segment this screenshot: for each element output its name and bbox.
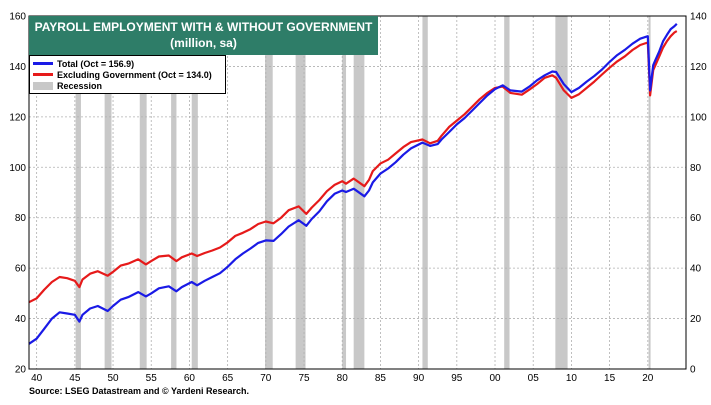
x-tick-label: 15 bbox=[604, 373, 616, 384]
series-line-total bbox=[28, 23, 678, 345]
x-tick-label: 20 bbox=[642, 373, 654, 384]
x-tick-label: 10 bbox=[566, 373, 578, 384]
recession-band-9 bbox=[422, 16, 428, 369]
y-tick-label-right: 100 bbox=[690, 112, 707, 123]
x-tick-label: 80 bbox=[337, 373, 349, 384]
legend-swatch-recession bbox=[33, 81, 53, 90]
recession-band-7 bbox=[342, 16, 347, 369]
x-tick-label: 00 bbox=[489, 373, 501, 384]
y-tick-label-left: 20 bbox=[15, 365, 27, 376]
legend-swatch-excluding bbox=[33, 73, 53, 76]
grid-lines bbox=[29, 16, 686, 369]
y-tick-label-right: 60 bbox=[690, 213, 702, 224]
x-tick-label: 55 bbox=[146, 373, 158, 384]
x-tick-label: 45 bbox=[69, 373, 81, 384]
recession-band-3 bbox=[171, 16, 177, 369]
x-tick-label: 05 bbox=[528, 373, 540, 384]
legend-item-recession: Recession bbox=[33, 80, 222, 91]
x-tick-label: 85 bbox=[375, 373, 387, 384]
x-tick-label: 95 bbox=[451, 373, 463, 384]
y-tick-label-right: 80 bbox=[690, 163, 702, 174]
y-tick-label-left: 40 bbox=[15, 314, 27, 325]
y-tick-label-left: 140 bbox=[9, 62, 26, 73]
x-tick-label: 75 bbox=[298, 373, 310, 384]
y-tick-label-right: 40 bbox=[690, 264, 702, 275]
axis-ticks: 20 40 60 80 100 120 140 160 0 20 40 60 80 100 120 140 40… bbox=[9, 12, 707, 385]
legend-swatch-total bbox=[33, 62, 53, 65]
legend-label-excluding: Excluding Government (Oct = 134.0) bbox=[57, 69, 212, 80]
y-tick-label-right: 120 bbox=[690, 62, 707, 73]
x-tick-label: 50 bbox=[107, 373, 119, 384]
recession-band-6 bbox=[295, 16, 306, 369]
x-tick-label: 40 bbox=[31, 373, 43, 384]
recession-band-1 bbox=[104, 16, 112, 369]
title-line-1: PAYROLL EMPLOYMENT WITH & WITHOUT GOVERN… bbox=[34, 20, 373, 34]
y-tick-label-right: 140 bbox=[690, 12, 707, 23]
recession-band-12 bbox=[648, 16, 651, 369]
x-tick-label: 70 bbox=[260, 373, 272, 384]
x-tick-label: 60 bbox=[184, 373, 196, 384]
recession-band-4 bbox=[191, 16, 198, 369]
legend-label-total: Total (Oct = 156.9) bbox=[57, 58, 135, 69]
legend: Total (Oct = 156.9) Excluding Government… bbox=[29, 55, 226, 94]
recession-band-10 bbox=[504, 16, 510, 369]
x-tick-label: 65 bbox=[222, 373, 234, 384]
legend-item-excluding: Excluding Government (Oct = 134.0) bbox=[33, 69, 222, 80]
recession-band-2 bbox=[139, 16, 147, 369]
y-tick-label-right: 20 bbox=[690, 314, 702, 325]
recession-band-0 bbox=[75, 16, 81, 369]
source-note: Source: LSEG Datastream and © Yardeni Re… bbox=[29, 386, 250, 396]
legend-label-recession: Recession bbox=[57, 80, 103, 91]
y-tick-label-left: 80 bbox=[15, 213, 27, 224]
y-tick-label-right: 0 bbox=[690, 365, 696, 376]
y-tick-label-left: 120 bbox=[9, 112, 26, 123]
y-tick-label-left: 160 bbox=[9, 12, 26, 23]
legend-item-total: Total (Oct = 156.9) bbox=[33, 58, 222, 69]
recession-band-11 bbox=[555, 16, 568, 369]
y-tick-label-left: 60 bbox=[15, 264, 27, 275]
recession-band-5 bbox=[265, 16, 273, 369]
y-tick-label-left: 100 bbox=[9, 163, 26, 174]
series-lines bbox=[28, 23, 678, 345]
x-tick-label: 90 bbox=[413, 373, 425, 384]
chart-title: PAYROLL EMPLOYMENT WITH & WITHOUT GOVERN… bbox=[29, 16, 378, 55]
series-line-excluding bbox=[28, 30, 678, 304]
recession-bands bbox=[75, 16, 651, 369]
title-line-2: (million, sa) bbox=[170, 36, 237, 50]
